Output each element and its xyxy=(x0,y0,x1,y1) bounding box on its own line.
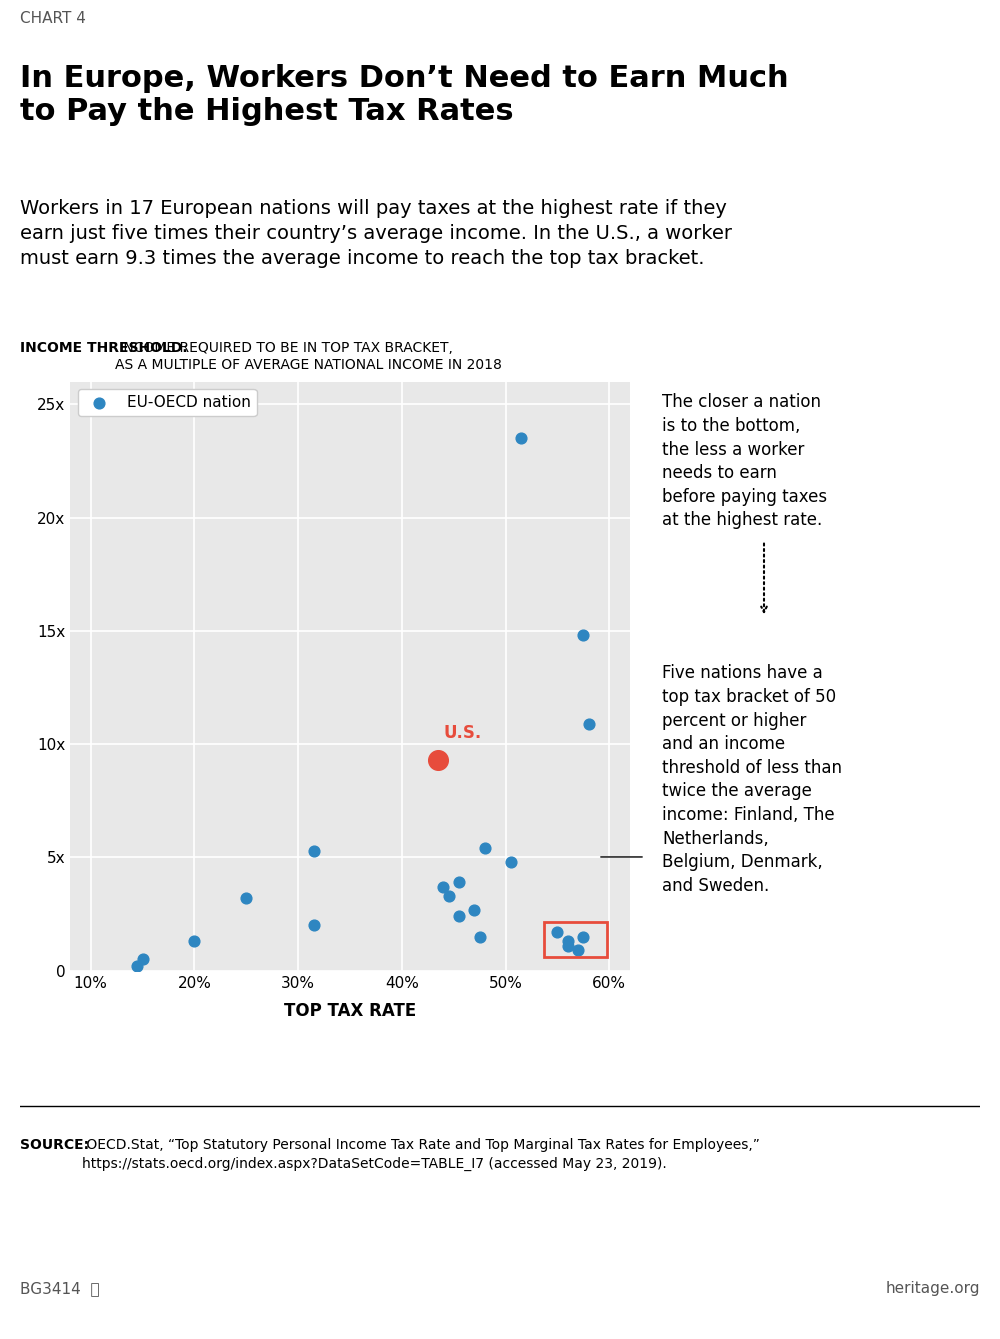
Point xyxy=(135,949,151,971)
Text: Five nations have a
top tax bracket of 50
percent or higher
and an income
thresh: Five nations have a top tax bracket of 5… xyxy=(662,664,842,894)
Text: INCOME THRESHOLD.: INCOME THRESHOLD. xyxy=(20,341,188,355)
Point xyxy=(560,931,576,952)
Point xyxy=(570,940,586,961)
Point xyxy=(581,714,597,735)
Point xyxy=(503,852,519,873)
Point xyxy=(129,956,145,977)
Point xyxy=(575,625,591,647)
Text: CHART 4: CHART 4 xyxy=(20,11,86,27)
Point xyxy=(560,935,576,956)
Point xyxy=(306,915,322,936)
Point xyxy=(306,840,322,861)
Text: INCOME REQUIRED TO BE IN TOP TAX BRACKET,
AS A MULTIPLE OF AVERAGE NATIONAL INCO: INCOME REQUIRED TO BE IN TOP TAX BRACKET… xyxy=(115,341,502,372)
Point xyxy=(575,927,591,948)
Point xyxy=(451,872,467,893)
Text: SOURCE:: SOURCE: xyxy=(20,1138,89,1152)
Point xyxy=(477,838,493,860)
Text: In Europe, Workers Don’t Need to Earn Much
to Pay the Highest Tax Rates: In Europe, Workers Don’t Need to Earn Mu… xyxy=(20,64,789,126)
Text: heritage.org: heritage.org xyxy=(886,1281,980,1296)
Point xyxy=(472,927,488,948)
Text: BG3414  📋: BG3414 📋 xyxy=(20,1281,100,1296)
Point xyxy=(238,888,254,909)
Point xyxy=(549,921,565,943)
Bar xyxy=(544,923,607,957)
Text: U.S.: U.S. xyxy=(443,724,482,742)
Text: Workers in 17 European nations will pay taxes at the highest rate if they
earn j: Workers in 17 European nations will pay … xyxy=(20,198,732,268)
Point xyxy=(441,885,457,907)
Legend: EU-OECD nation: EU-OECD nation xyxy=(78,390,257,416)
Point xyxy=(451,905,467,927)
X-axis label: TOP TAX RATE: TOP TAX RATE xyxy=(284,1002,416,1020)
Point xyxy=(435,876,451,897)
Point xyxy=(186,931,202,952)
Point xyxy=(513,427,529,449)
Text: OECD.Stat, “Top Statutory Personal Income Tax Rate and Top Marginal Tax Rates fo: OECD.Stat, “Top Statutory Personal Incom… xyxy=(82,1138,760,1170)
Text: The closer a nation
is to the bottom,
the less a worker
needs to earn
before pay: The closer a nation is to the bottom, th… xyxy=(662,394,827,529)
Point xyxy=(430,750,446,771)
Point xyxy=(466,898,482,920)
